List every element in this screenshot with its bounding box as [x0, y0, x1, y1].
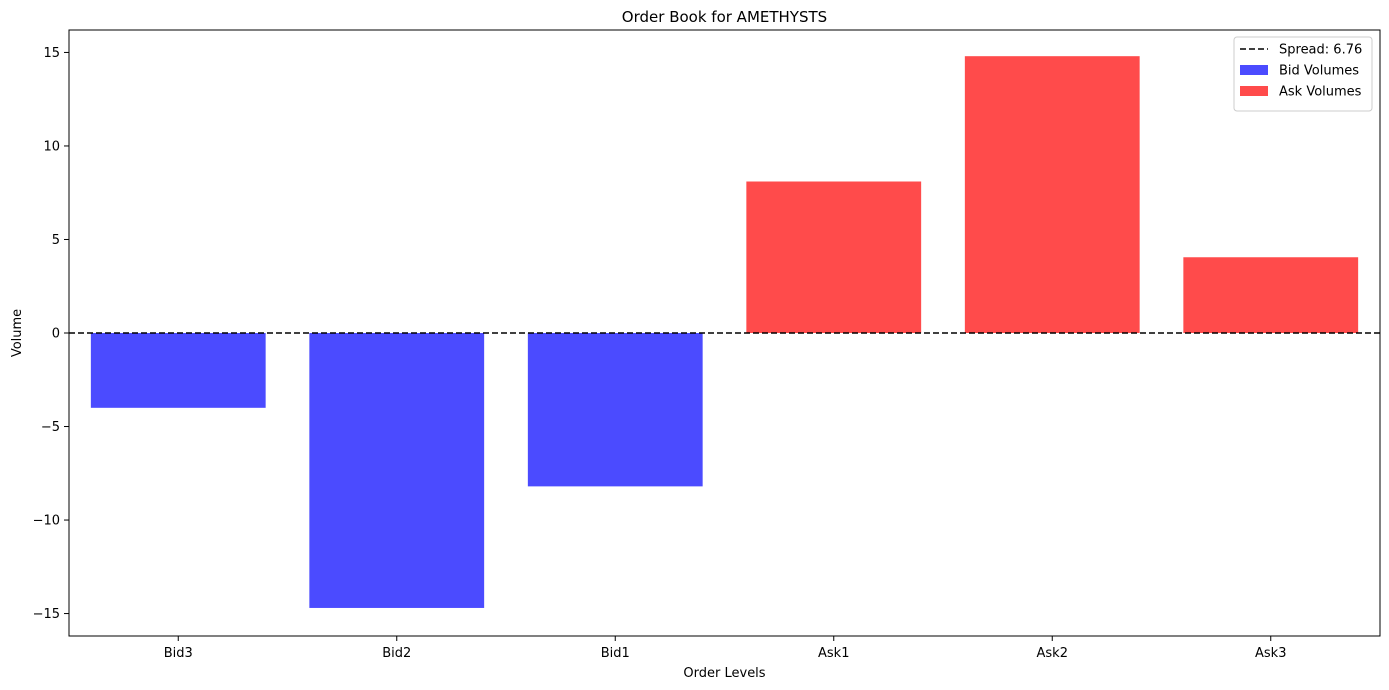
bars-group [90, 56, 1359, 608]
bar-ask1 [746, 181, 922, 333]
bar-bid3 [90, 333, 266, 408]
y-tick-label: 5 [52, 233, 60, 248]
x-tick-label-ask2: Ask2 [1037, 646, 1068, 661]
y-tick-label: −5 [41, 420, 60, 435]
x-tick-label-bid1: Bid1 [601, 646, 630, 661]
y-tick-label: 15 [43, 46, 60, 61]
legend-ask-label: Ask Volumes [1279, 85, 1362, 100]
x-tick-label-bid2: Bid2 [382, 646, 411, 661]
bar-bid1 [527, 333, 703, 487]
legend-spread-label: Spread: 6.76 [1279, 43, 1362, 58]
chart-title: Order Book for AMETHYSTS [622, 8, 827, 26]
x-tick-label-ask1: Ask1 [818, 646, 849, 661]
bar-bid2 [309, 333, 485, 608]
y-axis-ticks: −15 −10 −5 0 5 10 15 [33, 46, 69, 622]
x-axis-ticks: Bid3 Bid2 Bid1 Ask1 Ask2 Ask3 [164, 636, 1286, 661]
x-axis-label: Order Levels [683, 666, 765, 681]
legend: Spread: 6.76 Bid Volumes Ask Volumes [1233, 36, 1373, 112]
legend-bid-label: Bid Volumes [1279, 64, 1359, 79]
y-tick-label: 0 [52, 327, 60, 342]
y-tick-label: 10 [43, 139, 60, 154]
y-axis-label: Volume [10, 309, 25, 357]
y-tick-label: −10 [33, 514, 60, 529]
y-tick-label: −15 [33, 607, 60, 622]
x-tick-label-bid3: Bid3 [164, 646, 193, 661]
bar-ask3 [1183, 257, 1359, 333]
x-tick-label-ask3: Ask3 [1255, 646, 1286, 661]
bar-ask2 [964, 56, 1140, 334]
legend-ask-swatch [1240, 86, 1268, 96]
legend-bid-swatch [1240, 65, 1268, 75]
legend-box [1233, 36, 1373, 112]
